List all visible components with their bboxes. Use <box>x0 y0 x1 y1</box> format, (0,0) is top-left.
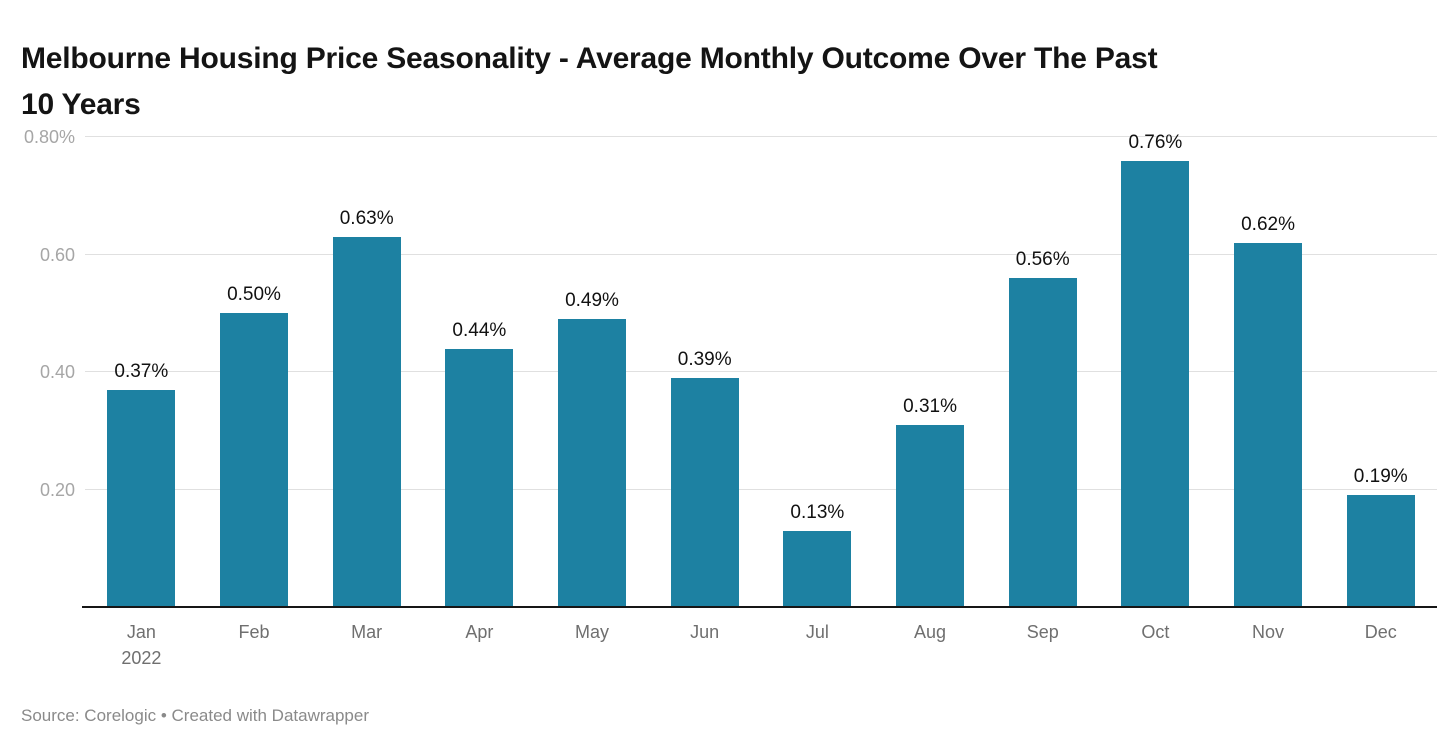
bar-jul <box>783 530 852 607</box>
gridline <box>85 371 1437 372</box>
x-axis-tick-label: Mar <box>351 622 383 642</box>
bar-column-dec: 0.19% <box>1324 137 1437 607</box>
bar-column-mar: 0.63% <box>310 137 423 607</box>
x-axis-tick-mar: Mar <box>310 619 423 671</box>
bar-mar <box>332 236 401 607</box>
y-axis: 0.80% 0.60 0.40 0.20 <box>0 128 75 607</box>
bar-nov <box>1234 242 1303 607</box>
x-axis-year-label: 2022 <box>121 648 162 668</box>
x-axis: Jan 2022 Feb Mar Apr May Jun Jul Aug Sep Oct Nov Dec <box>85 619 1437 671</box>
bar-column-jul: 0.13% <box>761 137 874 607</box>
x-axis-tick-label: Dec <box>1364 622 1397 642</box>
bar-aug <box>896 424 965 607</box>
bar-value-label-mar: 0.63% <box>339 207 394 229</box>
bar-value-label-nov: 0.62% <box>1241 213 1295 235</box>
bar-column-nov: 0.62% <box>1212 137 1325 607</box>
gridline <box>85 136 1437 137</box>
y-axis-tick-label: 0.20 <box>39 479 75 500</box>
x-axis-tick-nov: Nov <box>1212 619 1325 671</box>
x-axis-tick-label: Oct <box>1141 622 1170 642</box>
x-axis-tick-label: Aug <box>914 622 947 642</box>
bar-jan <box>107 389 176 607</box>
x-axis-tick-sep: Sep <box>986 619 1099 671</box>
x-axis-tick-dec: Dec <box>1324 619 1437 671</box>
x-axis-tick-jan: Jan 2022 <box>85 619 198 671</box>
bar-apr <box>445 348 514 607</box>
bar-column-jun: 0.39% <box>648 137 761 607</box>
x-axis-tick-feb: Feb <box>198 619 311 671</box>
bar-dec <box>1346 495 1415 607</box>
bar-value-label-sep: 0.56% <box>1015 249 1070 270</box>
bar-column-sep: 0.56% <box>986 137 1099 607</box>
x-axis-tick-label: Feb <box>238 622 270 642</box>
plot-area: 0.37% 0.50% 0.63% 0.44% 0.49% 0.39% 0.13% 0.31%… <box>85 133 1437 607</box>
x-axis-tick-label: Jan <box>126 622 156 642</box>
gridline <box>85 488 1437 490</box>
bar-value-label-feb: 0.50% <box>227 284 281 306</box>
bar-may <box>558 319 627 607</box>
x-axis-tick-jul: Jul <box>761 619 874 671</box>
x-axis-tick-aug: Aug <box>874 619 987 671</box>
bar-value-label-apr: 0.44% <box>452 319 507 341</box>
x-axis-tick-apr: Apr <box>423 619 536 671</box>
x-axis-tick-label: Jul <box>805 622 829 642</box>
x-axis-tick-label: Nov <box>1252 622 1285 642</box>
chart-title: Melbourne Housing Price Seasonality - Av… <box>21 36 1447 128</box>
bar-value-label-jul: 0.13% <box>790 501 845 523</box>
x-axis-tick-label: Sep <box>1026 622 1059 642</box>
bar-value-label-aug: 0.31% <box>903 395 957 417</box>
chart-title-line-2: 10 Years <box>21 88 141 122</box>
bar-sep <box>1008 278 1077 607</box>
x-axis-baseline <box>82 606 1437 608</box>
bar-column-feb: 0.50% <box>198 137 311 607</box>
bar-value-label-oct: 0.76% <box>1128 131 1183 153</box>
x-axis-tick-oct: Oct <box>1099 619 1212 671</box>
bar-column-oct: 0.76% <box>1099 133 1212 607</box>
x-axis-tick-label: Jun <box>690 622 720 642</box>
bar-value-label-jun: 0.39% <box>677 348 732 370</box>
source-note: Source: Corelogic • Created with Datawra… <box>21 706 370 725</box>
x-axis-tick-label: May <box>575 622 610 642</box>
x-axis-tick-may: May <box>536 619 649 671</box>
x-axis-tick-jun: Jun <box>648 619 761 671</box>
chart-title-line-1: Melbourne Housing Price Seasonality - Av… <box>21 42 1158 76</box>
y-axis-tick-label: 0.80% <box>23 127 75 147</box>
y-axis-tick-label: 0.60 <box>39 244 75 265</box>
y-axis-tick-label: 0.40 <box>39 362 75 382</box>
bar-value-label-may: 0.49% <box>565 290 619 312</box>
bar-column-jan: 0.37% <box>85 137 198 607</box>
x-axis-tick-label: Apr <box>465 622 494 642</box>
bar-column-apr: 0.44% <box>423 137 536 607</box>
bar-feb <box>220 313 288 607</box>
bar-value-label-jan: 0.37% <box>114 360 169 382</box>
bar-column-aug: 0.31% <box>874 137 987 607</box>
bar-value-label-dec: 0.19% <box>1353 466 1408 488</box>
bar-jun <box>670 377 739 607</box>
gridline <box>85 253 1437 255</box>
gridlines <box>85 136 1437 607</box>
bar-oct <box>1121 160 1190 607</box>
bar-column-may: 0.49% <box>536 137 649 607</box>
